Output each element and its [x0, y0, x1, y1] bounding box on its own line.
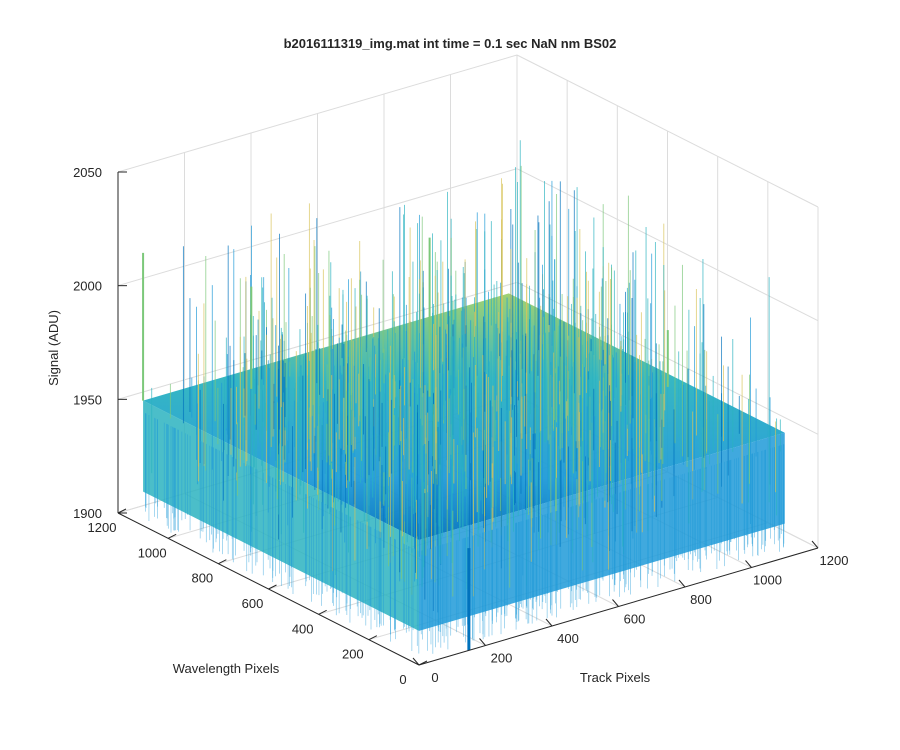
y-tick	[117, 508, 127, 514]
y-tick	[268, 584, 277, 590]
y-tick-label: 1200	[88, 520, 117, 535]
y-tick	[167, 533, 177, 539]
x-axis-label: Track Pixels	[580, 670, 651, 685]
x-tick	[479, 638, 486, 646]
y-tick-label: 800	[191, 571, 213, 586]
y-tick	[368, 635, 378, 641]
z-tick-label: 2050	[73, 165, 102, 180]
grid-line	[117, 168, 518, 287]
surface	[142, 140, 785, 654]
x-tick	[612, 599, 619, 607]
y-tick-label: 200	[342, 647, 364, 662]
grid-line	[516, 54, 819, 208]
x-tick-label: 600	[624, 612, 646, 627]
y-tick-label: 600	[242, 596, 264, 611]
axes	[117, 171, 819, 666]
z-tick-label: 2000	[73, 279, 102, 294]
z-tick-label: 1950	[73, 392, 102, 407]
grid-line	[117, 54, 518, 173]
z-axis-label: Signal (ADU)	[46, 310, 61, 386]
grid-line	[516, 168, 819, 322]
y-tick	[218, 559, 227, 565]
z-tick-label: 1900	[73, 506, 102, 521]
x-tick	[811, 540, 819, 549]
y-tick-label: 0	[399, 672, 406, 687]
x-tick-label: 800	[690, 592, 712, 607]
x-tick	[745, 560, 752, 568]
x-tick	[412, 657, 420, 666]
x-tick-label: 1200	[820, 553, 849, 568]
x-tick-label: 400	[557, 631, 579, 646]
x-tick-label: 200	[491, 651, 513, 666]
x-tick	[678, 579, 686, 588]
y-tick	[318, 609, 327, 615]
y-tick-label: 1000	[138, 545, 167, 560]
x-tick-label: 1000	[753, 573, 782, 588]
y-tick	[418, 660, 428, 666]
x-tick-label: 0	[431, 670, 438, 685]
y-axis-label: Wavelength Pixels	[173, 661, 280, 676]
chart-title: b2016111319_img.mat int time = 0.1 sec N…	[284, 36, 617, 51]
y-tick-label: 400	[292, 621, 314, 636]
tick-labels: 0 200 400 600 800 1000 1200 0 200 400 600 800 1000 12…	[73, 165, 848, 687]
x-tick	[545, 618, 553, 627]
